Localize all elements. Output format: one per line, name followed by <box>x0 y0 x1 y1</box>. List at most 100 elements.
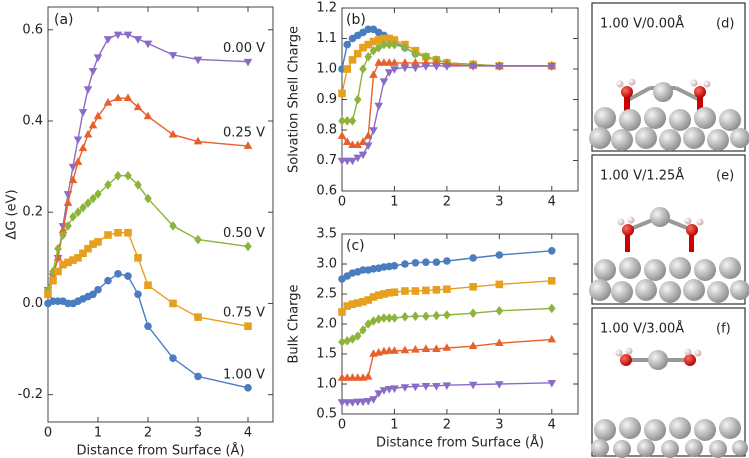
y-tick-label: 1.1 <box>316 31 337 46</box>
marker <box>374 36 383 44</box>
marker <box>400 345 410 354</box>
marker <box>88 120 98 129</box>
y-tick-label: 1.0 <box>316 377 337 392</box>
marker <box>104 180 112 190</box>
marker <box>44 290 52 299</box>
marker <box>363 398 373 406</box>
marker <box>348 56 357 64</box>
panel-caption: 1.00 V/3.00Å <box>600 321 684 337</box>
marker <box>113 93 123 102</box>
marker <box>64 258 72 267</box>
marker <box>343 116 352 126</box>
marker <box>73 157 83 165</box>
atoms <box>589 78 749 151</box>
marker <box>432 63 441 71</box>
marker <box>495 381 504 389</box>
marker <box>93 54 103 62</box>
marker <box>74 254 82 262</box>
marker <box>358 398 368 407</box>
marker <box>194 313 202 321</box>
marker <box>374 291 383 299</box>
marker <box>422 258 430 267</box>
marker <box>374 314 383 324</box>
marker <box>103 36 113 44</box>
marker <box>69 256 77 264</box>
marker <box>443 285 451 293</box>
marker <box>353 140 363 149</box>
y-tick-label: 0.4 <box>22 114 43 129</box>
marker <box>89 193 97 204</box>
marker <box>359 64 367 74</box>
x-tick-label: 1 <box>390 195 398 210</box>
marker <box>468 63 478 71</box>
series-label: 0.25 V <box>223 126 265 141</box>
marker <box>63 198 73 206</box>
marker <box>401 287 409 295</box>
marker <box>78 143 88 152</box>
marker <box>364 40 373 49</box>
marker <box>78 109 88 117</box>
marker <box>390 346 399 354</box>
marker <box>133 102 143 111</box>
marker <box>83 129 93 138</box>
y-tick-label: 1.2 <box>316 1 337 16</box>
panel-frame <box>591 2 746 152</box>
marker <box>124 272 132 280</box>
panel-tag: (c) <box>346 238 365 254</box>
marker <box>390 385 399 393</box>
marker <box>104 231 112 239</box>
atoms <box>589 207 749 303</box>
y-axis-title: ΔG (eV) <box>5 189 20 239</box>
series-line <box>341 250 552 280</box>
marker <box>348 334 357 344</box>
y-tick-label: 0.8 <box>316 123 337 138</box>
marker <box>69 211 77 222</box>
panel-frame <box>591 154 746 305</box>
marker <box>495 280 504 289</box>
y-tick-label: -0.2 <box>18 387 43 402</box>
marker <box>443 310 451 320</box>
marker <box>469 308 477 318</box>
marker <box>369 127 378 135</box>
marker <box>114 228 122 237</box>
y-tick-label: 2.5 <box>316 287 337 302</box>
marker <box>364 296 373 304</box>
marker <box>385 313 393 323</box>
atoms <box>591 347 748 458</box>
marker <box>194 372 202 381</box>
marker <box>364 319 373 329</box>
panel-tag: (d) <box>716 17 734 32</box>
marker <box>411 58 420 66</box>
marker <box>359 43 367 52</box>
marker <box>348 300 357 308</box>
marker <box>243 58 253 67</box>
marker <box>390 313 399 323</box>
y-tick-label: 1.5 <box>316 347 337 362</box>
marker <box>243 141 253 149</box>
marker <box>379 78 389 86</box>
marker <box>193 56 203 65</box>
marker <box>380 313 388 323</box>
x-tick-label: 4 <box>548 418 556 433</box>
marker <box>143 40 153 49</box>
marker <box>353 299 362 307</box>
marker <box>79 249 87 258</box>
marker <box>113 31 123 40</box>
marker <box>244 241 252 252</box>
marker <box>343 65 352 73</box>
plot-frame <box>47 6 274 423</box>
marker <box>74 207 82 218</box>
y-tick-label: 2.0 <box>316 317 337 332</box>
marker <box>68 175 78 184</box>
marker <box>144 193 152 204</box>
marker <box>94 189 102 199</box>
panel-tag: (b) <box>346 12 366 28</box>
marker <box>68 163 78 172</box>
series-line <box>47 273 249 389</box>
panel-caption: 1.00 V/1.25Å <box>600 168 684 184</box>
marker <box>411 383 420 392</box>
y-tick-label: 0.2 <box>22 205 43 220</box>
marker <box>432 383 441 391</box>
y-tick-label: 0.6 <box>316 184 337 199</box>
marker <box>348 157 357 166</box>
